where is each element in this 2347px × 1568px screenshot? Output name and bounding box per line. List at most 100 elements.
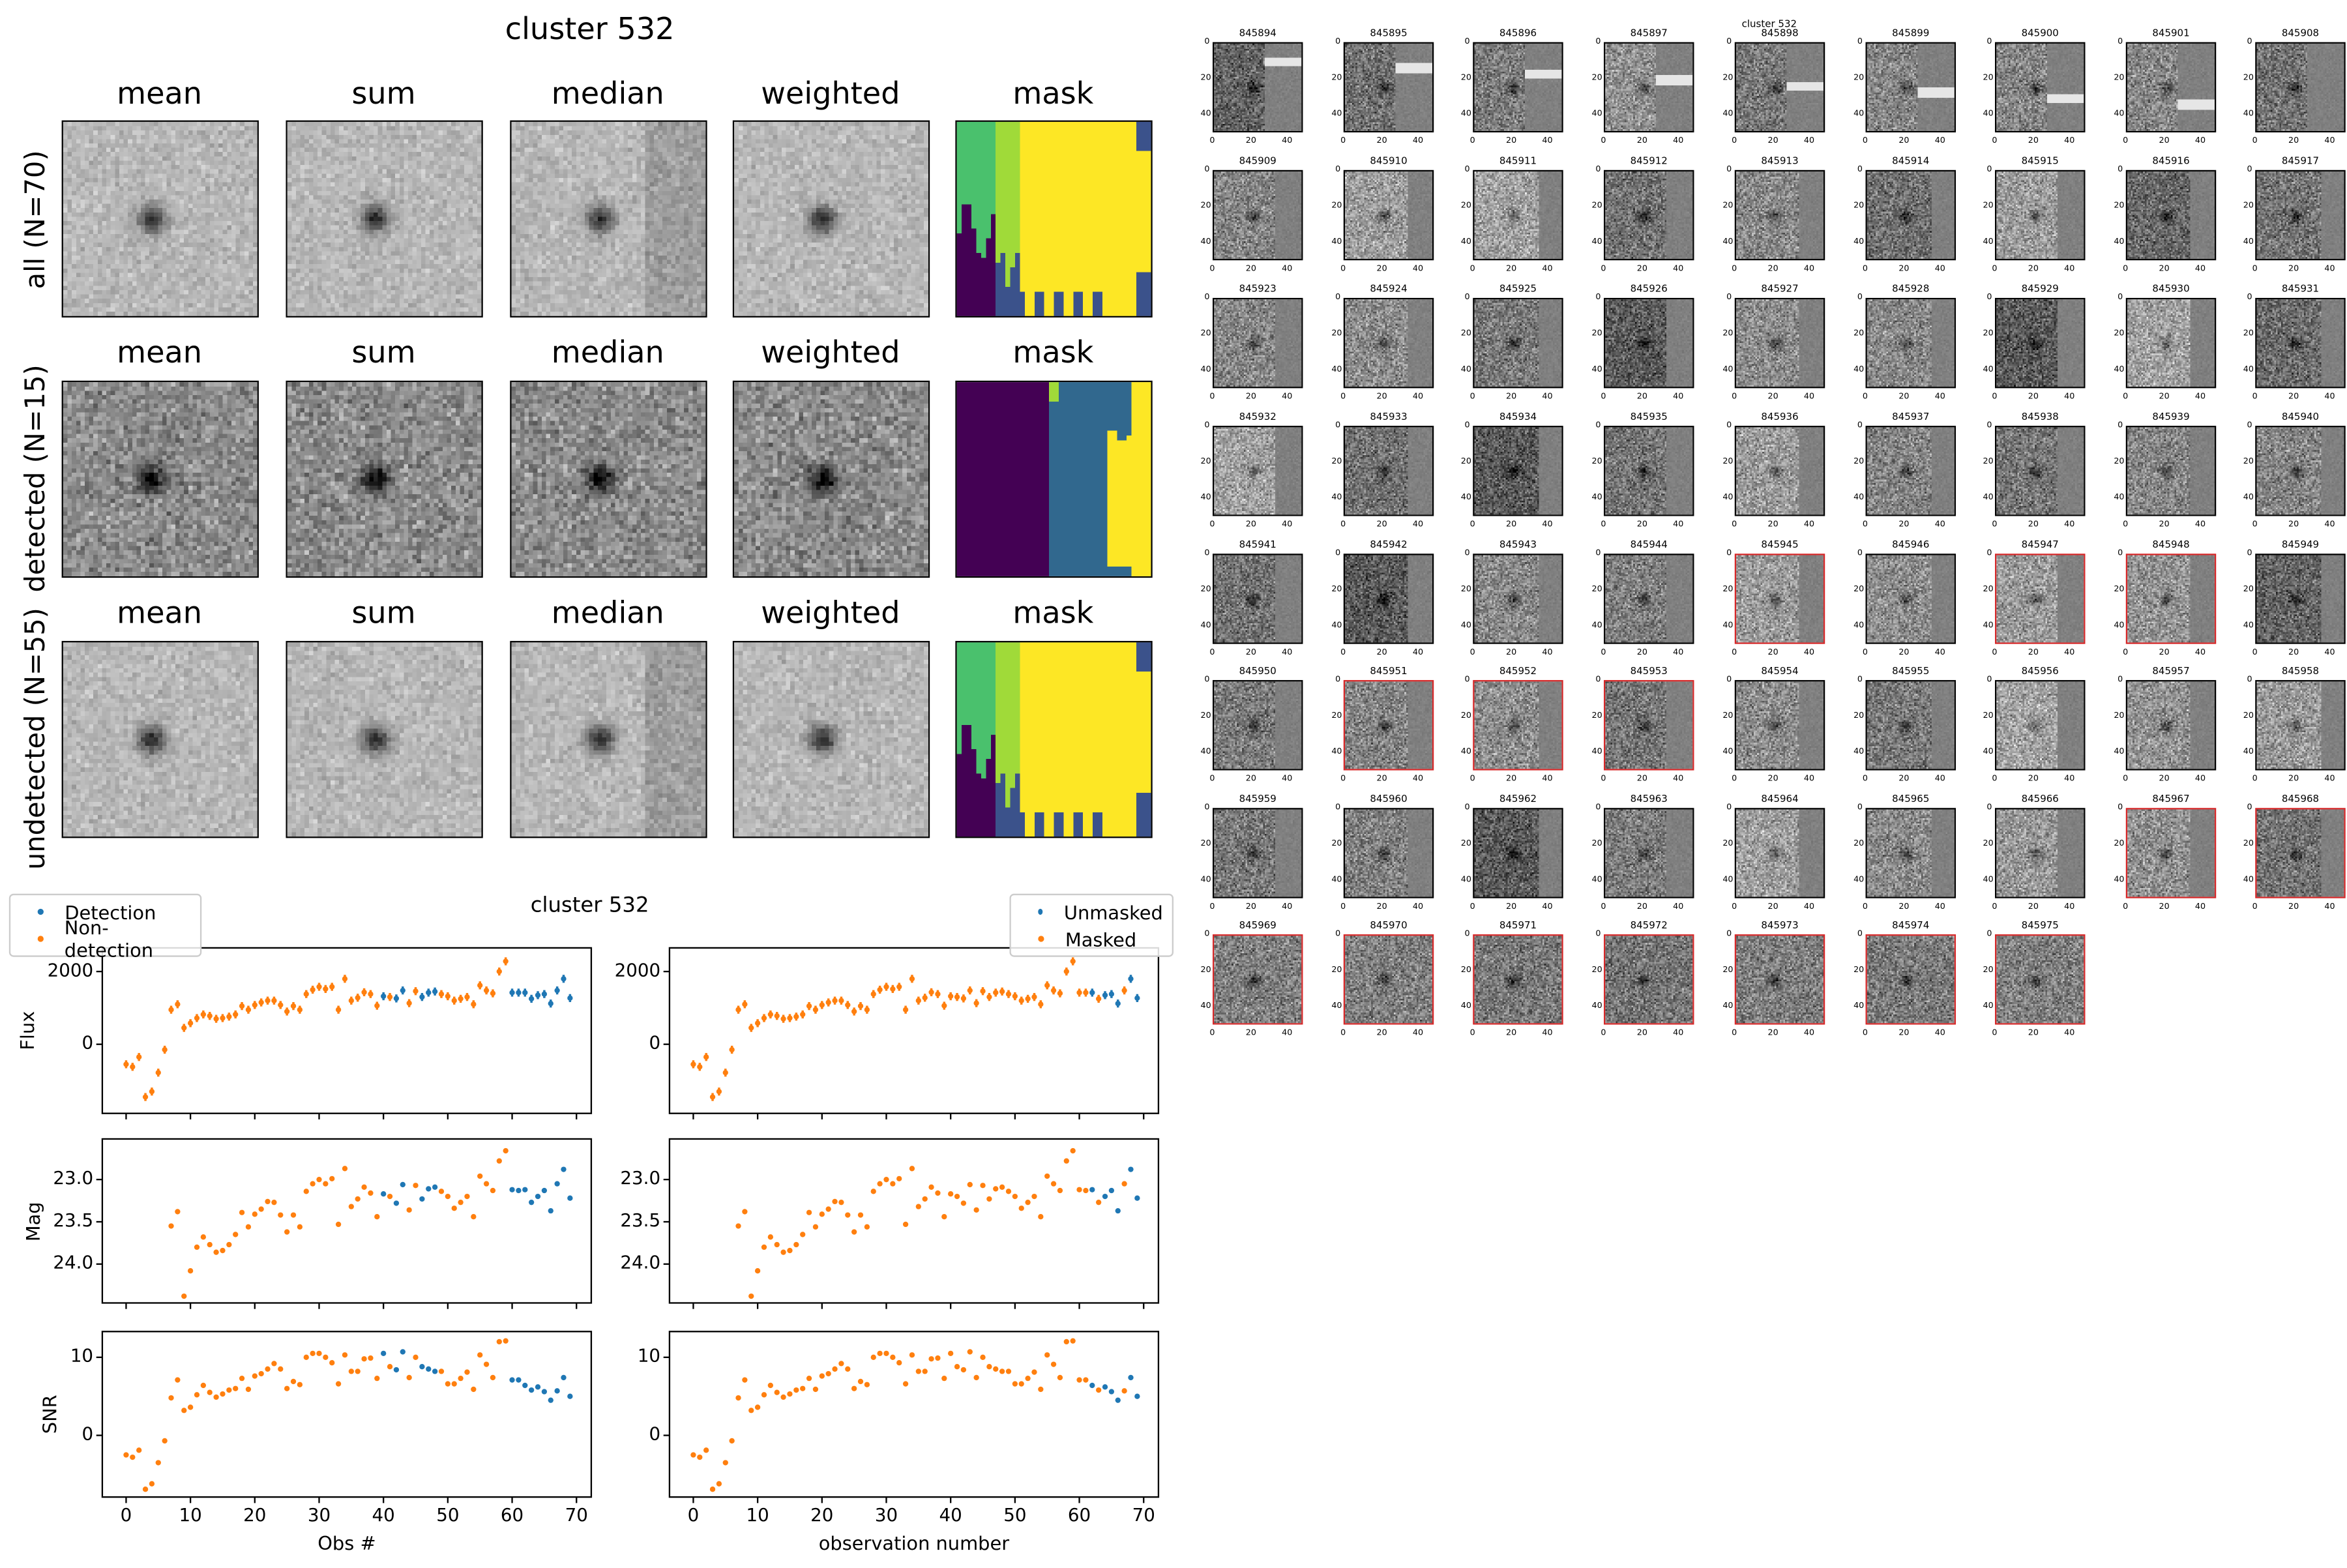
data-point-flux-38 [368,991,374,997]
stamp-y-tick: 0 [1335,293,1341,303]
stamp-image [1604,680,1694,771]
data-point-flux-15 [220,1015,226,1021]
data-point-mag-48 [999,1184,1005,1190]
stamp-x-tick: 20 [2288,902,2299,912]
stack-column-header: sum [351,334,416,370]
stamp-x-tick: 20 [1376,648,1387,658]
stamp-y-tick: 20 [2243,585,2254,595]
stamp-x-tick: 0 [1340,520,1346,530]
stamp-id: 845930 [2152,282,2190,295]
data-point-flux-14 [780,1016,786,1022]
stamp-id: 845897 [1630,27,1668,40]
stamp-x-tick: 20 [1245,902,1256,912]
data-point-snr-21 [825,1370,831,1377]
data-point-snr-6 [162,1438,168,1444]
data-point-snr-62 [1089,1382,1095,1389]
stamp-x-tick: 40 [2324,520,2335,530]
stamp-image [1213,42,1303,133]
stamp-y-tick: 20 [1331,585,1342,595]
stamp-y-tick: 20 [2114,329,2125,339]
stamp-x-tick: 0 [1209,775,1215,784]
data-point-snr-54 [1038,1386,1044,1393]
data-point-flux-18 [806,1003,812,1009]
data-point-flux-41 [387,994,393,1000]
stamp-id: 845927 [1761,282,1799,295]
stamp-image [2255,42,2346,133]
data-point-snr-22 [265,1366,271,1372]
stamp-id: 845914 [1892,155,1930,168]
data-point-snr-40 [948,1350,954,1356]
blue-marker-icon [1038,908,1043,915]
stamp-x-tick: 20 [2159,392,2170,402]
stamp-x-tick: 40 [1282,137,1293,146]
stamp-y-tick: 40 [1331,110,1342,119]
data-point-snr-8 [175,1377,181,1383]
stamp-image [1473,426,1563,516]
data-point-mag-68 [561,1166,567,1172]
stamp-y-tick: 0 [2247,421,2252,431]
stamp-x-tick: 20 [2288,520,2299,530]
data-point-flux-35 [348,998,354,1003]
data-point-flux-63 [528,996,535,1002]
stamp-x-tick: 20 [2159,265,2170,274]
data-point-flux-21 [825,999,831,1005]
stamp-y-tick: 0 [2247,165,2252,175]
stack-image-weighted [732,120,930,318]
data-point-mag-53 [1031,1193,1037,1200]
data-point-mag-62 [522,1187,528,1192]
stamp-image [1734,426,1825,516]
stamp-image [1995,554,2086,644]
stamp-image [1604,934,1694,1025]
stamp-x-tick: 0 [1992,775,1998,784]
data-point-snr-24 [845,1366,851,1372]
blue-marker-icon [37,908,44,915]
stamp-x-tick: 40 [2194,902,2206,912]
x-axis-label: observation number [818,1531,1010,1554]
stamp-image [1213,426,1303,516]
stamp-x-tick: 40 [1673,392,1684,402]
data-point-snr-58 [496,1339,502,1345]
stamp-x-tick: 40 [1934,520,1945,530]
stamp-x-tick: 20 [1636,520,1647,530]
stamp-x-tick: 20 [2028,775,2039,784]
data-point-flux-28 [303,991,309,997]
data-point-snr-26 [857,1378,864,1385]
data-point-mag-17 [233,1232,239,1237]
stamp-x-tick: 0 [2252,265,2258,274]
data-point-flux-26 [857,1003,864,1009]
stamp-id: 845916 [2152,155,2190,168]
data-point-snr-66 [1115,1397,1121,1403]
stamp-x-tick: 0 [1209,902,1215,912]
data-point-snr-48 [999,1368,1005,1374]
data-point-mag-67 [554,1181,560,1187]
stamp-y-tick: 0 [1464,37,1470,47]
stamp-x-tick: 20 [1898,648,1910,658]
stamp-x-tick: 20 [2028,1029,2039,1039]
stamp-id: 845912 [1630,155,1668,168]
stack-image-sum [286,641,483,838]
data-point-mag-15 [220,1247,226,1254]
stamp-y-tick: 20 [1722,585,1734,595]
stamp-y-tick: 20 [1200,457,1211,467]
stamp-x-tick: 40 [1673,265,1684,274]
stack-image-weighted [732,380,930,578]
stamp-y-tick: 0 [1726,930,1732,939]
stamp-y-tick: 40 [1200,493,1211,503]
stamp-y-tick: 0 [1726,165,1732,175]
stamp-y-tick: 40 [2114,365,2125,375]
data-point-flux-17 [233,1011,239,1018]
data-point-mag-41 [954,1193,960,1200]
stamp-image [1213,554,1303,644]
stamp-x-tick: 0 [2252,648,2258,658]
data-point-flux-19 [812,1007,819,1013]
stamp-y-tick: 0 [1204,930,1210,939]
data-point-flux-12 [767,1011,774,1018]
data-point-flux-41 [954,994,960,1000]
data-point-snr-3 [709,1487,716,1492]
data-point-snr-60 [509,1377,515,1383]
data-point-flux-33 [902,1007,909,1013]
stamp-y-tick: 40 [1460,747,1471,757]
stamp-x-tick: 40 [2194,520,2206,530]
data-point-flux-57 [1057,990,1063,996]
stamp-y-tick: 0 [1986,930,1992,939]
